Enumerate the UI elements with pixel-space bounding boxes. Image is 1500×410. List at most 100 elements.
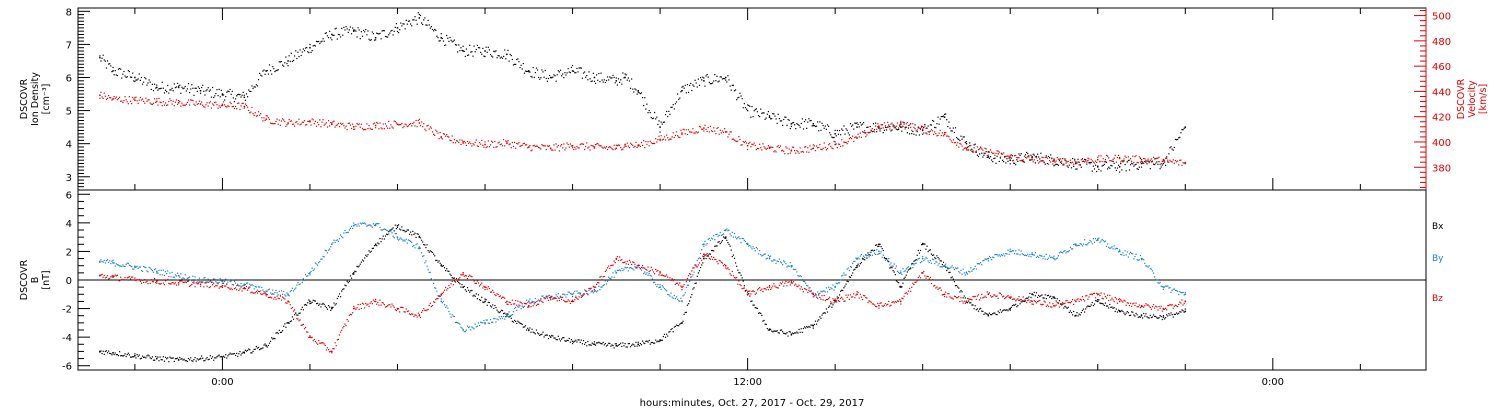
ion-density-dot: [755, 108, 757, 110]
ion-density-dot: [951, 130, 953, 132]
by-dot: [821, 291, 823, 293]
ion-density-dot: [796, 122, 798, 125]
by-dot: [684, 292, 686, 294]
velocity-dot: [552, 149, 554, 151]
ion-density-dot: [448, 40, 450, 43]
by-dot: [815, 294, 818, 296]
bx-dot: [889, 267, 891, 269]
velocity-dot: [656, 141, 658, 143]
by-dot: [1137, 259, 1139, 261]
by-dot: [612, 272, 614, 274]
velocity-dot: [126, 101, 128, 103]
ion-density-dot: [330, 37, 332, 39]
velocity-dot: [522, 142, 524, 145]
ion-density-dot: [457, 51, 459, 53]
bz-dot: [546, 297, 548, 299]
bz-dot: [137, 279, 139, 281]
by-dot: [299, 283, 301, 285]
ion-density-dot: [426, 24, 428, 26]
ion-density-dot: [1063, 163, 1065, 165]
velocity-point: [134, 99, 136, 102]
ion-density-dot: [567, 68, 569, 70]
ion-density-dot: [152, 90, 155, 92]
ion-density-dot: [635, 89, 637, 91]
velocity-dot: [289, 120, 291, 123]
by-dot: [126, 262, 128, 264]
ion-density-dot: [794, 124, 796, 126]
by-dot: [463, 331, 465, 333]
by-dot: [925, 256, 927, 258]
by-dot: [854, 260, 856, 263]
by-dot: [998, 254, 1000, 256]
by-dot: [1047, 257, 1050, 259]
by-dot: [365, 223, 367, 225]
ion-density-dot: [888, 124, 890, 126]
by-dot: [274, 291, 276, 294]
bx-dot: [1124, 314, 1126, 316]
ion-density-dot: [451, 41, 453, 43]
bz-dot: [291, 306, 294, 309]
velocity-dot: [275, 120, 277, 123]
bx-dot: [1113, 307, 1115, 309]
ion-density-dot: [551, 77, 553, 79]
ion-density-point: [703, 80, 705, 82]
by-dot: [228, 279, 230, 281]
velocity-dot: [721, 130, 724, 132]
velocity-dot: [864, 130, 866, 132]
bx-dot: [657, 340, 659, 342]
bx-dot: [406, 229, 408, 231]
ion-density-dot: [760, 108, 762, 110]
by-dot: [627, 270, 629, 272]
bx-dot: [437, 261, 439, 263]
by-dot: [489, 319, 492, 321]
ion-density-dot: [840, 134, 842, 136]
by-dot: [570, 293, 573, 295]
ion-density-dot: [359, 38, 361, 40]
velocity-dot: [573, 148, 575, 151]
velocity-dot: [957, 142, 959, 144]
velocity-dot: [973, 147, 975, 149]
velocity-dot: [893, 127, 895, 129]
ion-density-dot: [381, 30, 383, 32]
ion-density-dot: [753, 110, 755, 112]
bz-dot: [284, 298, 286, 300]
by-dot: [715, 233, 717, 236]
velocity-dot: [604, 147, 606, 149]
by-point: [1184, 293, 1187, 296]
by-dot: [101, 260, 103, 263]
ion-density-dot: [751, 105, 753, 108]
bz-dot: [261, 293, 263, 296]
ion-density-dot: [387, 36, 389, 38]
velocity-dot: [185, 103, 187, 105]
bx-dot: [367, 254, 369, 256]
bx-dot: [1160, 315, 1162, 318]
bx-dot: [703, 256, 705, 258]
by-dot: [528, 300, 530, 302]
by-dot: [952, 267, 954, 269]
by-dot: [176, 272, 179, 274]
velocity-dot: [451, 135, 453, 137]
bx-dot: [843, 287, 845, 289]
by-dot: [1164, 285, 1167, 287]
bz-dot: [624, 261, 626, 263]
bx-dot: [185, 360, 187, 362]
velocity-dot: [959, 142, 961, 145]
by-dot: [231, 283, 233, 286]
by-dot: [321, 258, 323, 260]
bz-dot: [170, 283, 172, 285]
by-dot: [787, 265, 789, 267]
bx-points: [99, 224, 1187, 363]
velocity-dot: [366, 123, 368, 125]
by-dot: [1064, 250, 1066, 252]
bz-dot: [313, 338, 315, 341]
velocity-dot: [443, 133, 446, 135]
velocity-dot: [445, 135, 447, 137]
bz-dot: [664, 275, 667, 277]
bx-dot: [807, 326, 809, 329]
bx-dot: [1098, 299, 1100, 301]
bz-dot: [559, 296, 562, 298]
by-point: [921, 257, 924, 260]
ion-density-dot: [1108, 166, 1110, 168]
velocity-dot: [120, 100, 122, 102]
ion-density-dot: [226, 91, 228, 93]
